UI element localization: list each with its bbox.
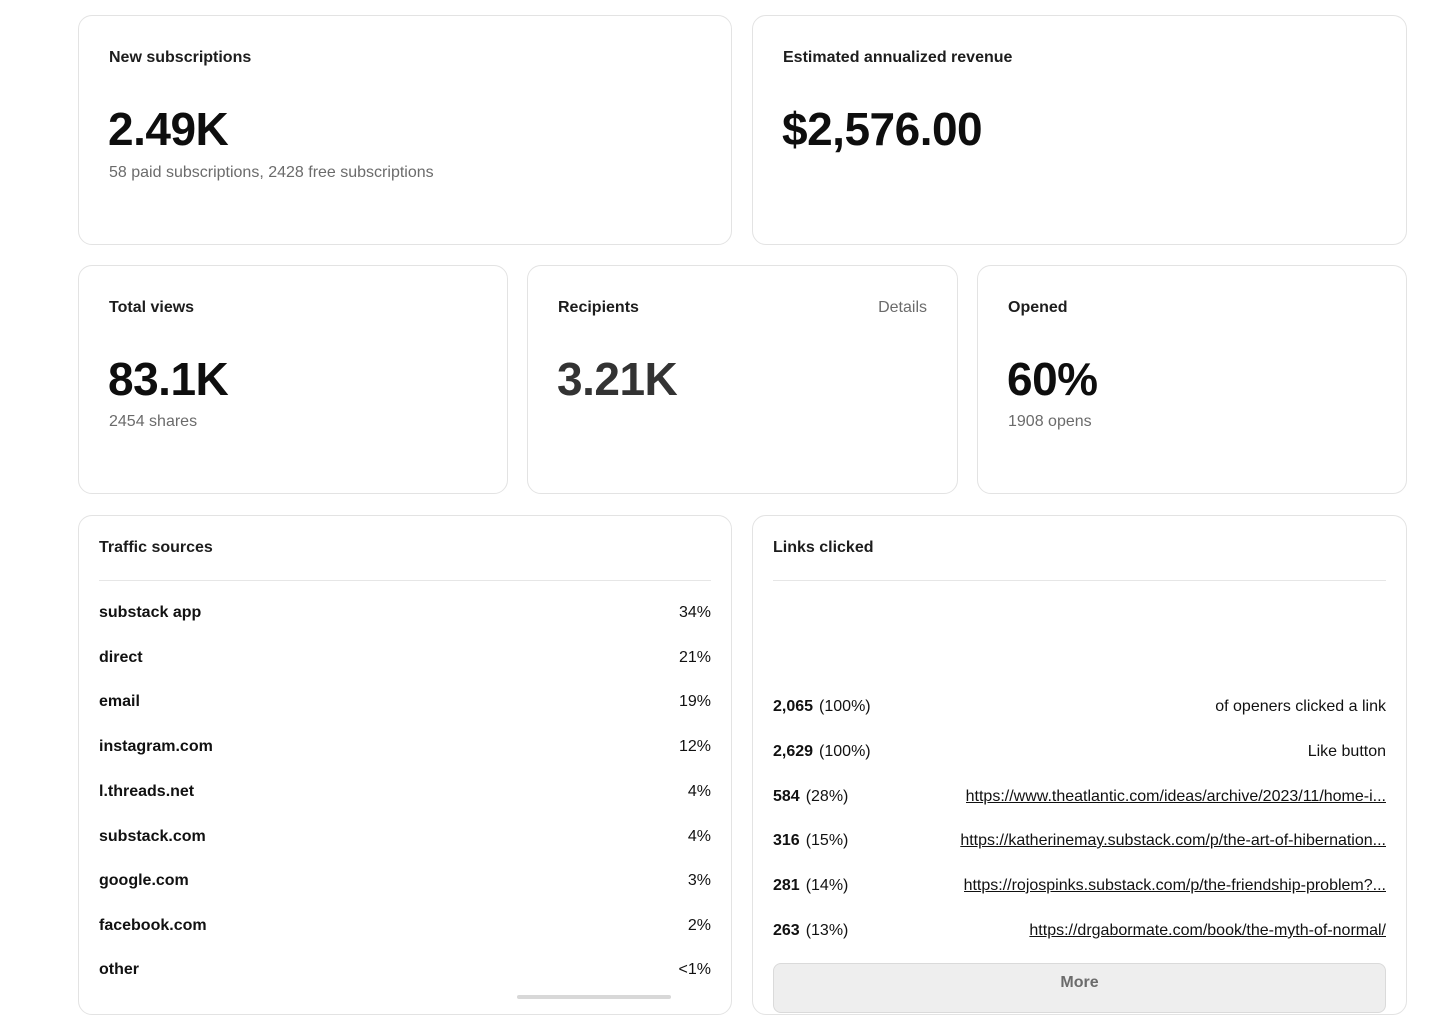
link-click-count: 584 — [773, 788, 800, 805]
opened-count: 1908 opens — [1008, 413, 1092, 430]
traffic-source-row: substack.com 4% — [99, 825, 711, 849]
traffic-source-name: facebook.com — [99, 917, 207, 934]
links-clicked-card: Links clicked 2,065 (100%) of openers cl… — [752, 515, 1407, 1015]
traffic-sources-title: Traffic sources — [99, 539, 213, 556]
link-stats: 316 (15%) — [773, 832, 848, 850]
link-target-label: Like button — [1307, 743, 1386, 760]
link-click-share: (15%) — [805, 832, 849, 849]
traffic-source-row: instagram.com 12% — [99, 735, 711, 759]
link-click-share: (13%) — [805, 922, 849, 939]
revenue-title: Estimated annualized revenue — [783, 49, 1013, 66]
link-target-label: of openers clicked a link — [1215, 698, 1386, 715]
opened-value: 60% — [1007, 353, 1098, 405]
traffic-source-row: google.com 3% — [99, 869, 711, 893]
traffic-source-percent: 12% — [678, 738, 711, 755]
revenue-card: Estimated annualized revenue $2,576.00 — [752, 15, 1407, 245]
traffic-source-row: email 19% — [99, 690, 711, 714]
link-stats: 281 (14%) — [773, 877, 848, 895]
traffic-sources-card: Traffic sources substack app 34% direct … — [78, 515, 732, 1015]
traffic-source-row: direct 21% — [99, 646, 711, 670]
link-row: 2,065 (100%) of openers clicked a link — [773, 695, 1386, 719]
opened-card: Opened 60% 1908 opens — [977, 265, 1407, 494]
link-click-share: (100%) — [819, 743, 871, 760]
traffic-source-name: email — [99, 693, 140, 710]
links-clicked-title: Links clicked — [773, 539, 874, 556]
link-row: 584 (28%) https://www.theatlantic.com/id… — [773, 785, 1386, 809]
traffic-source-name: l.threads.net — [99, 783, 195, 800]
link-click-count: 281 — [773, 877, 800, 894]
traffic-source-name: other — [99, 961, 139, 978]
traffic-source-percent: 19% — [678, 693, 711, 710]
link-url[interactable]: https://drgabormate.com/book/the-myth-of… — [1029, 922, 1386, 939]
link-click-count: 2,629 — [773, 743, 814, 760]
recipients-details-link[interactable]: Details — [878, 299, 927, 316]
link-stats: 584 (28%) — [773, 788, 848, 806]
link-click-count: 2,065 — [773, 698, 814, 715]
more-links-button[interactable]: More — [773, 963, 1386, 1013]
new-subscriptions-detail: 58 paid subscriptions, 2428 free subscri… — [109, 164, 434, 181]
revenue-value: $2,576.00 — [782, 103, 983, 155]
link-url[interactable]: https://rojospinks.substack.com/p/the-fr… — [963, 877, 1386, 894]
total-views-value: 83.1K — [108, 353, 229, 405]
link-url[interactable]: https://www.theatlantic.com/ideas/archiv… — [965, 788, 1386, 805]
traffic-source-percent: 21% — [678, 649, 711, 666]
recipients-value: 3.21K — [557, 353, 678, 405]
links-clicked-divider — [773, 580, 1386, 581]
link-stats: 2,629 (100%) — [773, 743, 871, 761]
traffic-source-percent: 3% — [687, 872, 711, 889]
traffic-source-percent: 4% — [687, 783, 711, 800]
traffic-source-percent: <1% — [678, 961, 711, 978]
link-stats: 263 (13%) — [773, 922, 848, 940]
link-url[interactable]: https://katherinemay.substack.com/p/the-… — [960, 832, 1386, 849]
traffic-source-row: l.threads.net 4% — [99, 780, 711, 804]
link-click-count: 263 — [773, 922, 800, 939]
traffic-source-percent: 2% — [687, 917, 711, 934]
traffic-source-name: google.com — [99, 872, 189, 889]
total-views-shares: 2454 shares — [109, 413, 198, 430]
traffic-source-percent: 34% — [678, 604, 711, 621]
link-row: 281 (14%) https://rojospinks.substack.co… — [773, 874, 1386, 898]
link-row: 316 (15%) https://katherinemay.substack.… — [773, 829, 1386, 853]
traffic-source-name: instagram.com — [99, 738, 213, 755]
scroll-indicator[interactable] — [517, 995, 671, 999]
total-views-card: Total views 83.1K 2454 shares — [78, 265, 508, 494]
traffic-source-row: other <1% — [99, 958, 711, 982]
traffic-source-name: direct — [99, 649, 143, 666]
traffic-source-percent: 4% — [687, 828, 711, 845]
traffic-sources-divider — [99, 580, 711, 581]
opened-title: Opened — [1008, 299, 1068, 316]
link-click-share: (100%) — [819, 698, 871, 715]
link-row: 2,629 (100%) Like button — [773, 740, 1386, 764]
new-subscriptions-value: 2.49K — [108, 103, 229, 155]
link-stats: 2,065 (100%) — [773, 698, 871, 716]
new-subscriptions-title: New subscriptions — [109, 49, 252, 66]
recipients-card: Recipients Details 3.21K — [527, 265, 958, 494]
traffic-source-row: facebook.com 2% — [99, 914, 711, 938]
link-click-count: 316 — [773, 832, 800, 849]
link-click-share: (14%) — [805, 877, 849, 894]
new-subscriptions-card: New subscriptions 2.49K 58 paid subscrip… — [78, 15, 732, 245]
traffic-source-name: substack app — [99, 604, 202, 621]
traffic-source-name: substack.com — [99, 828, 206, 845]
link-row: 263 (13%) https://drgabormate.com/book/t… — [773, 919, 1386, 943]
recipients-title: Recipients — [558, 299, 639, 316]
total-views-title: Total views — [109, 299, 195, 316]
traffic-source-row: substack app 34% — [99, 601, 711, 625]
link-click-share: (28%) — [805, 788, 849, 805]
